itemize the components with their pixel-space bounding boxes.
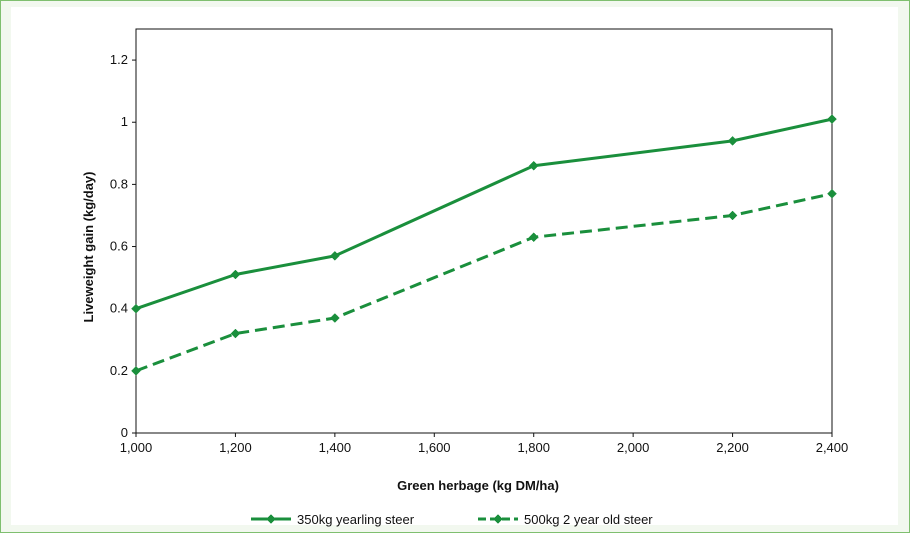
- y-tick-label: 1: [121, 114, 128, 129]
- x-tick-label: 1,000: [120, 440, 153, 455]
- legend-item-1: 350kg yearling steer: [251, 512, 415, 527]
- legend: 350kg yearling steer 500kg 2 year old ste…: [251, 512, 653, 527]
- data-point: [330, 251, 340, 261]
- data-point: [528, 232, 539, 243]
- axes: [135, 28, 833, 434]
- x-tick-label: 2,400: [816, 440, 849, 455]
- y-tick-label: 1.2: [110, 52, 128, 67]
- x-tick-label: 2,200: [716, 440, 749, 455]
- chart-panel: [11, 7, 898, 525]
- plot-area-border: [135, 28, 833, 434]
- data-point: [528, 160, 539, 171]
- tick-marks: 0 0.2 0.4 0.6 0.8 1 1.2 1,000 1,200 1,400 1,600 1,8…: [110, 52, 848, 455]
- data-point: [230, 328, 241, 339]
- y-tick-label: 0: [121, 425, 128, 440]
- data-point: [131, 365, 141, 376]
- data-point: [827, 188, 837, 199]
- y-tick-label: 0.6: [110, 239, 128, 254]
- data-point: [230, 269, 241, 280]
- y-tick-label: 0.2: [110, 363, 128, 378]
- x-tick-label: 1,800: [517, 440, 550, 455]
- series-line: [135, 117, 833, 311]
- data-point: [727, 210, 738, 221]
- legend-item-2: 500kg 2 year old steer: [478, 512, 653, 527]
- legend-swatch-marker: [266, 514, 276, 524]
- data-point: [330, 313, 340, 323]
- legend-label: 350kg yearling steer: [297, 512, 415, 527]
- series-line: [135, 192, 833, 373]
- y-axis-title: Liveweight gain (kg/day): [81, 172, 96, 323]
- x-tick-label: 1,600: [418, 440, 451, 455]
- legend-swatch-marker: [493, 514, 503, 524]
- series-2: [131, 188, 837, 376]
- legend-label: 500kg 2 year old steer: [524, 512, 653, 527]
- x-tick-label: 1,400: [319, 440, 352, 455]
- series-layer: [131, 114, 837, 376]
- data-point: [827, 114, 837, 124]
- data-point: [131, 303, 141, 314]
- y-tick-label: 0.4: [110, 301, 128, 316]
- y-tick-label: 0.8: [110, 176, 128, 191]
- x-axis-title: Green herbage (kg DM/ha): [397, 478, 559, 493]
- x-tick-label: 1,200: [219, 440, 252, 455]
- x-tick-label: 2,000: [617, 440, 650, 455]
- data-point: [727, 136, 738, 146]
- series-1: [131, 114, 837, 314]
